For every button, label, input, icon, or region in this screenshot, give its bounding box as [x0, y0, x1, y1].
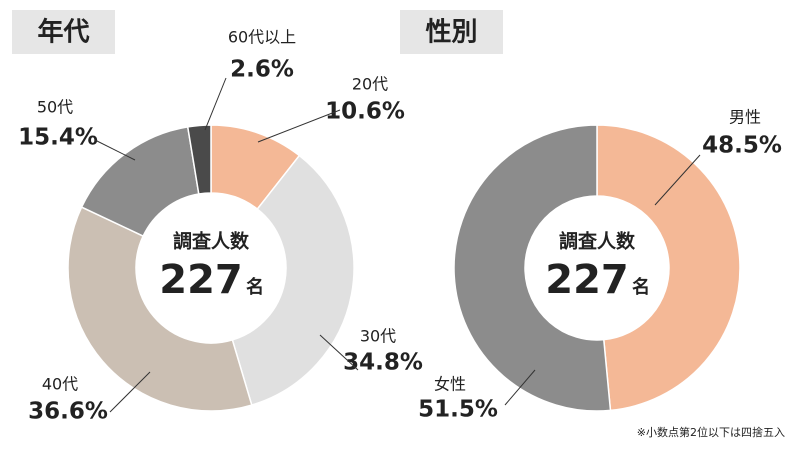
- leader-line: [109, 371, 151, 413]
- section-header-bg: [400, 10, 503, 54]
- donut-slice: [231, 154, 355, 407]
- section-header-bg: [12, 10, 115, 54]
- slice-name: 50代: [37, 98, 73, 117]
- donut-slice: [453, 124, 612, 412]
- section-title: 性別: [425, 18, 477, 48]
- slice-value-label: 2.6%: [230, 57, 294, 83]
- slice-value-label: 15.4%: [18, 125, 98, 151]
- leader-line: [504, 369, 536, 406]
- center-value: 227: [159, 257, 243, 303]
- leader-line: [257, 109, 341, 143]
- slice-name: 20代: [352, 75, 388, 94]
- center-unit: 名: [246, 276, 264, 298]
- center-label: 調査人数: [559, 230, 636, 253]
- leader-line: [204, 77, 227, 131]
- slice-name: 30代: [360, 327, 396, 346]
- slice-name: 40代: [42, 375, 78, 394]
- section-title: 年代: [37, 17, 89, 48]
- center-value: 227: [545, 257, 629, 303]
- slice-name: 男性: [729, 108, 761, 127]
- slice-value-label: 34.8%: [343, 350, 423, 376]
- footnote: ※小数点第2位以下は四捨五入: [637, 425, 785, 439]
- center-unit: 名: [632, 276, 650, 298]
- donut-slice: [186, 124, 212, 195]
- donut-slice: [67, 206, 253, 412]
- donut-slice: [596, 124, 741, 412]
- leader-line: [654, 154, 701, 206]
- leader-line: [319, 334, 359, 371]
- center-label: 調査人数: [173, 230, 250, 253]
- slice-value-label: 10.6%: [325, 99, 405, 125]
- slice-name: 60代以上: [228, 28, 296, 47]
- slice-value-label: 51.5%: [418, 397, 498, 423]
- slice-name: 女性: [434, 375, 466, 394]
- slice-value-label: 48.5%: [702, 133, 782, 159]
- leader-line: [94, 139, 136, 161]
- slice-value-label: 36.6%: [28, 399, 108, 425]
